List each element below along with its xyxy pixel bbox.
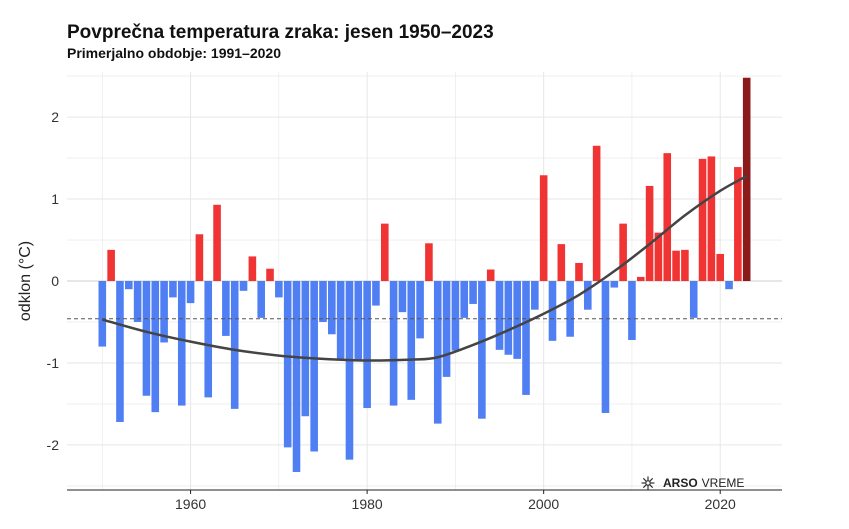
bars bbox=[98, 77, 751, 472]
bar-1963 bbox=[213, 204, 221, 281]
logo-text-arso: ARSO bbox=[663, 476, 698, 490]
bar-1966 bbox=[239, 281, 248, 291]
bar-1982 bbox=[380, 223, 389, 281]
bar-1990 bbox=[451, 281, 460, 351]
trend-line bbox=[101, 174, 748, 362]
bar-2023 bbox=[742, 77, 751, 282]
bar-2014 bbox=[663, 153, 672, 281]
bar-1976 bbox=[328, 281, 336, 335]
bar-1973 bbox=[301, 281, 310, 417]
bar-2013 bbox=[654, 232, 663, 281]
bar-1995 bbox=[495, 281, 504, 350]
bar-2001 bbox=[548, 281, 557, 341]
bar-2019 bbox=[707, 156, 716, 281]
x-tick-label: 1960 bbox=[175, 496, 206, 512]
bar-1975 bbox=[319, 281, 327, 322]
bar-1972 bbox=[292, 281, 301, 472]
bar-1971 bbox=[283, 281, 292, 448]
bar-1955 bbox=[142, 281, 151, 396]
bar-2006 bbox=[592, 145, 601, 281]
bar-2010 bbox=[628, 281, 636, 341]
arso-logo: ARSO VREME bbox=[641, 476, 744, 490]
bar-2012 bbox=[645, 185, 654, 281]
bar-1998 bbox=[522, 281, 530, 395]
bar-1986 bbox=[416, 281, 424, 339]
bar-1993 bbox=[478, 281, 486, 419]
bar-1977 bbox=[336, 281, 345, 359]
bar-2016 bbox=[681, 249, 689, 281]
bar-1952 bbox=[116, 281, 124, 422]
bar-1950 bbox=[98, 281, 107, 347]
bar-1996 bbox=[504, 281, 513, 355]
bar-1957 bbox=[160, 281, 168, 343]
bar-1968 bbox=[257, 281, 265, 318]
bar-2008 bbox=[610, 281, 619, 288]
y-tick-label: -1 bbox=[47, 355, 60, 371]
bar-1999 bbox=[531, 281, 539, 310]
bar-1997 bbox=[513, 281, 521, 359]
chart-subtitle: Primerjalno obdobje: 1991–2020 bbox=[67, 45, 281, 61]
bar-2017 bbox=[689, 281, 698, 318]
snowflake-sun-icon bbox=[641, 476, 655, 490]
bar-2015 bbox=[672, 250, 680, 281]
bar-1987 bbox=[425, 243, 433, 281]
bar-1978 bbox=[345, 281, 354, 460]
y-tick-label: 1 bbox=[51, 191, 59, 207]
x-tick-label: 2020 bbox=[705, 496, 736, 512]
y-tick-label: 0 bbox=[51, 273, 59, 289]
bar-2022 bbox=[734, 167, 742, 281]
bar-1988 bbox=[433, 281, 442, 424]
bar-2007 bbox=[601, 281, 610, 413]
bar-1958 bbox=[169, 281, 177, 298]
bar-1960 bbox=[186, 281, 195, 304]
axis-ticks: 1960 1980 2000 2020 -2 -1 0 1 2 bbox=[47, 109, 736, 512]
bar-1969 bbox=[266, 268, 274, 281]
bar-1964 bbox=[222, 281, 230, 336]
bar-2003 bbox=[566, 281, 574, 337]
bar-2021 bbox=[725, 281, 733, 290]
bar-1970 bbox=[275, 281, 283, 298]
y-tick-label: -2 bbox=[47, 437, 60, 453]
bar-1981 bbox=[372, 281, 380, 306]
bar-1961 bbox=[195, 234, 204, 281]
bar-1994 bbox=[486, 269, 495, 281]
bar-2009 bbox=[619, 223, 627, 281]
bar-2000 bbox=[539, 175, 548, 281]
y-axis-label: odklon (°C) bbox=[17, 241, 34, 321]
bar-1979 bbox=[354, 281, 363, 362]
x-tick-label: 2000 bbox=[528, 496, 559, 512]
bar-1983 bbox=[389, 281, 398, 406]
bar-2011 bbox=[636, 276, 645, 281]
bar-1984 bbox=[398, 281, 407, 313]
y-tick-label: 2 bbox=[51, 109, 59, 125]
x-tick-label: 1980 bbox=[352, 496, 383, 512]
bar-1956 bbox=[151, 281, 160, 413]
bar-1985 bbox=[407, 281, 416, 400]
bar-2018 bbox=[698, 158, 707, 281]
bar-1991 bbox=[460, 281, 469, 318]
bar-1992 bbox=[469, 281, 477, 304]
chart-title: Povprečna temperatura zraka: jesen 1950–… bbox=[67, 22, 494, 43]
bar-1959 bbox=[177, 281, 186, 406]
bar-2020 bbox=[716, 253, 725, 281]
logo-text-vreme: VREME bbox=[701, 476, 745, 490]
bar-1954 bbox=[133, 281, 142, 322]
bar-2004 bbox=[575, 262, 583, 281]
bar-1980 bbox=[363, 281, 371, 409]
bar-1967 bbox=[248, 256, 257, 281]
bar-1951 bbox=[107, 249, 115, 281]
bar-2005 bbox=[584, 281, 592, 310]
bar-1989 bbox=[442, 281, 451, 377]
bar-1965 bbox=[230, 281, 239, 409]
bar-1962 bbox=[204, 281, 213, 398]
bar-1953 bbox=[124, 281, 133, 290]
bar-2002 bbox=[557, 244, 566, 281]
bar-1974 bbox=[310, 281, 318, 452]
